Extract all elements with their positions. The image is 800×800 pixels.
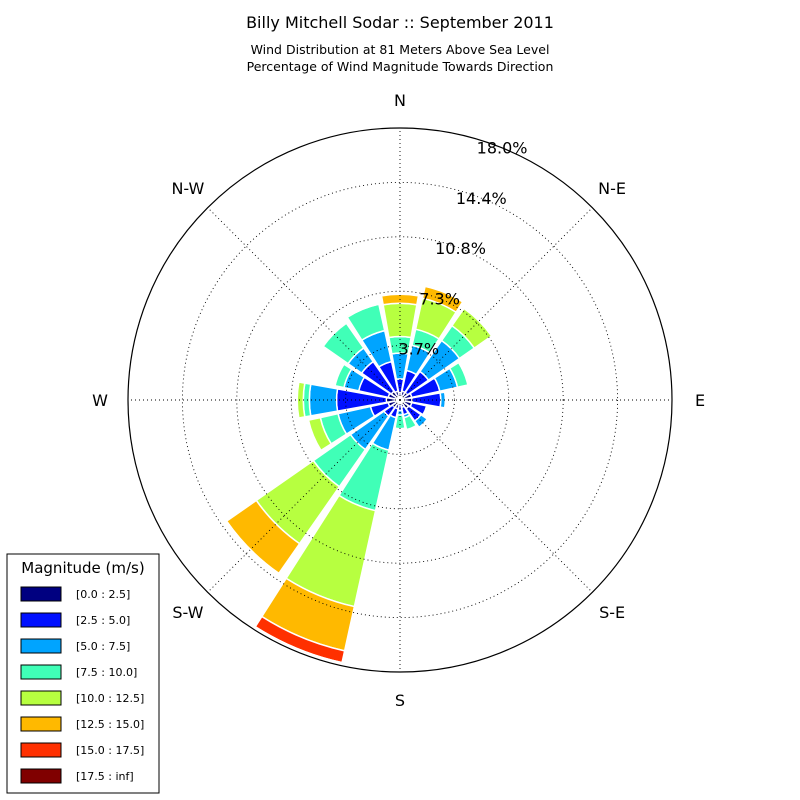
sector-0-bin-4 <box>382 302 418 339</box>
sector-10-bin-6 <box>224 520 280 576</box>
legend-swatch-4 <box>20 690 62 706</box>
sector-1-bin-5 <box>421 285 464 314</box>
legend-swatch-5 <box>20 716 62 732</box>
grid-ring-3 <box>181 181 619 619</box>
sector-9-bin-7 <box>253 625 343 666</box>
legend-label-3: [7.5 : 10.0] <box>76 666 137 679</box>
polar-grid <box>127 127 673 673</box>
legend-label-4: [10.0 : 12.5] <box>76 692 144 705</box>
direction-labels: N N-E E S-E S S-W W N-W <box>92 91 705 710</box>
sector-8-bin-4 <box>393 427 407 431</box>
legend-items: [0.0 : 2.5] [2.5 : 5.0] [5.0 : 7.5] [7.5 : … <box>20 586 144 784</box>
chart-title: Billy Mitchell Sodar :: September 2011 <box>246 13 554 32</box>
legend-swatch-2 <box>20 638 62 654</box>
direction-label-n-e: N-E <box>598 179 626 198</box>
direction-label-n: N <box>394 91 406 110</box>
legend-label-6: [15.0 : 17.5] <box>76 744 144 757</box>
outer-ring <box>127 127 673 673</box>
ring-label-4: 18.0% <box>477 139 528 158</box>
direction-label-s-e: S-E <box>599 603 625 622</box>
ring-labels: 3.7% 7.3% 10.8% 14.4% 18.0% <box>398 139 527 359</box>
direction-label-s-w: S-W <box>172 603 203 622</box>
ring-label-0: 3.7% <box>398 340 439 359</box>
sector-12-bin-4 <box>296 381 306 419</box>
direction-label-w: W <box>92 391 108 410</box>
grid-ring-2 <box>236 236 564 564</box>
legend-label-1: [2.5 : 5.0] <box>76 614 130 627</box>
legend-label-2: [5.0 : 7.5] <box>76 640 130 653</box>
legend-swatch-7 <box>20 768 62 784</box>
sector-7-bin-3 <box>403 414 418 431</box>
legend: Magnitude (m/s) [0.0 : 2.5] [2.5 : 5.0] [5… <box>6 553 160 794</box>
legend-title: Magnitude (m/s) <box>21 559 144 577</box>
grid-spoke-7 <box>207 207 401 401</box>
sector-2-bin-6 <box>463 306 494 337</box>
sector-6-bin-2 <box>413 413 429 429</box>
legend-swatch-0 <box>20 586 62 602</box>
sector-3-bin-3 <box>448 361 469 389</box>
legend-swatch-3 <box>20 664 62 680</box>
legend-label-0: [0.0 : 2.5] <box>76 588 130 601</box>
sector-11-bin-4 <box>307 416 333 452</box>
direction-label-e: E <box>695 391 705 410</box>
legend-label-5: [12.5 : 15.0] <box>76 718 144 731</box>
direction-label-s: S <box>395 691 405 710</box>
direction-label-n-w: N-W <box>171 179 204 198</box>
ring-label-1: 7.3% <box>419 290 460 309</box>
wind-sectors <box>224 285 494 666</box>
ring-label-3: 14.4% <box>456 189 507 208</box>
grid-spoke-3 <box>399 399 593 593</box>
chart-subtitle-line-2: Percentage of Wind Magnitude Towards Dir… <box>247 59 554 74</box>
legend-label-7: [17.5 : inf] <box>76 770 134 783</box>
sector-15-bin-5 <box>344 300 380 317</box>
legend-swatch-1 <box>20 612 62 628</box>
sector-4-bin-2 <box>439 391 447 409</box>
chart-subtitle-line-1: Wind Distribution at 81 Meters Above Sea… <box>251 42 550 57</box>
grid-ring-0 <box>345 345 455 455</box>
grid-spoke-1 <box>399 207 593 401</box>
grid-spoke-5 <box>207 399 401 593</box>
ring-label-2: 10.8% <box>435 239 486 258</box>
sector-13-bin-3 <box>334 363 353 389</box>
legend-swatch-6 <box>20 742 62 758</box>
